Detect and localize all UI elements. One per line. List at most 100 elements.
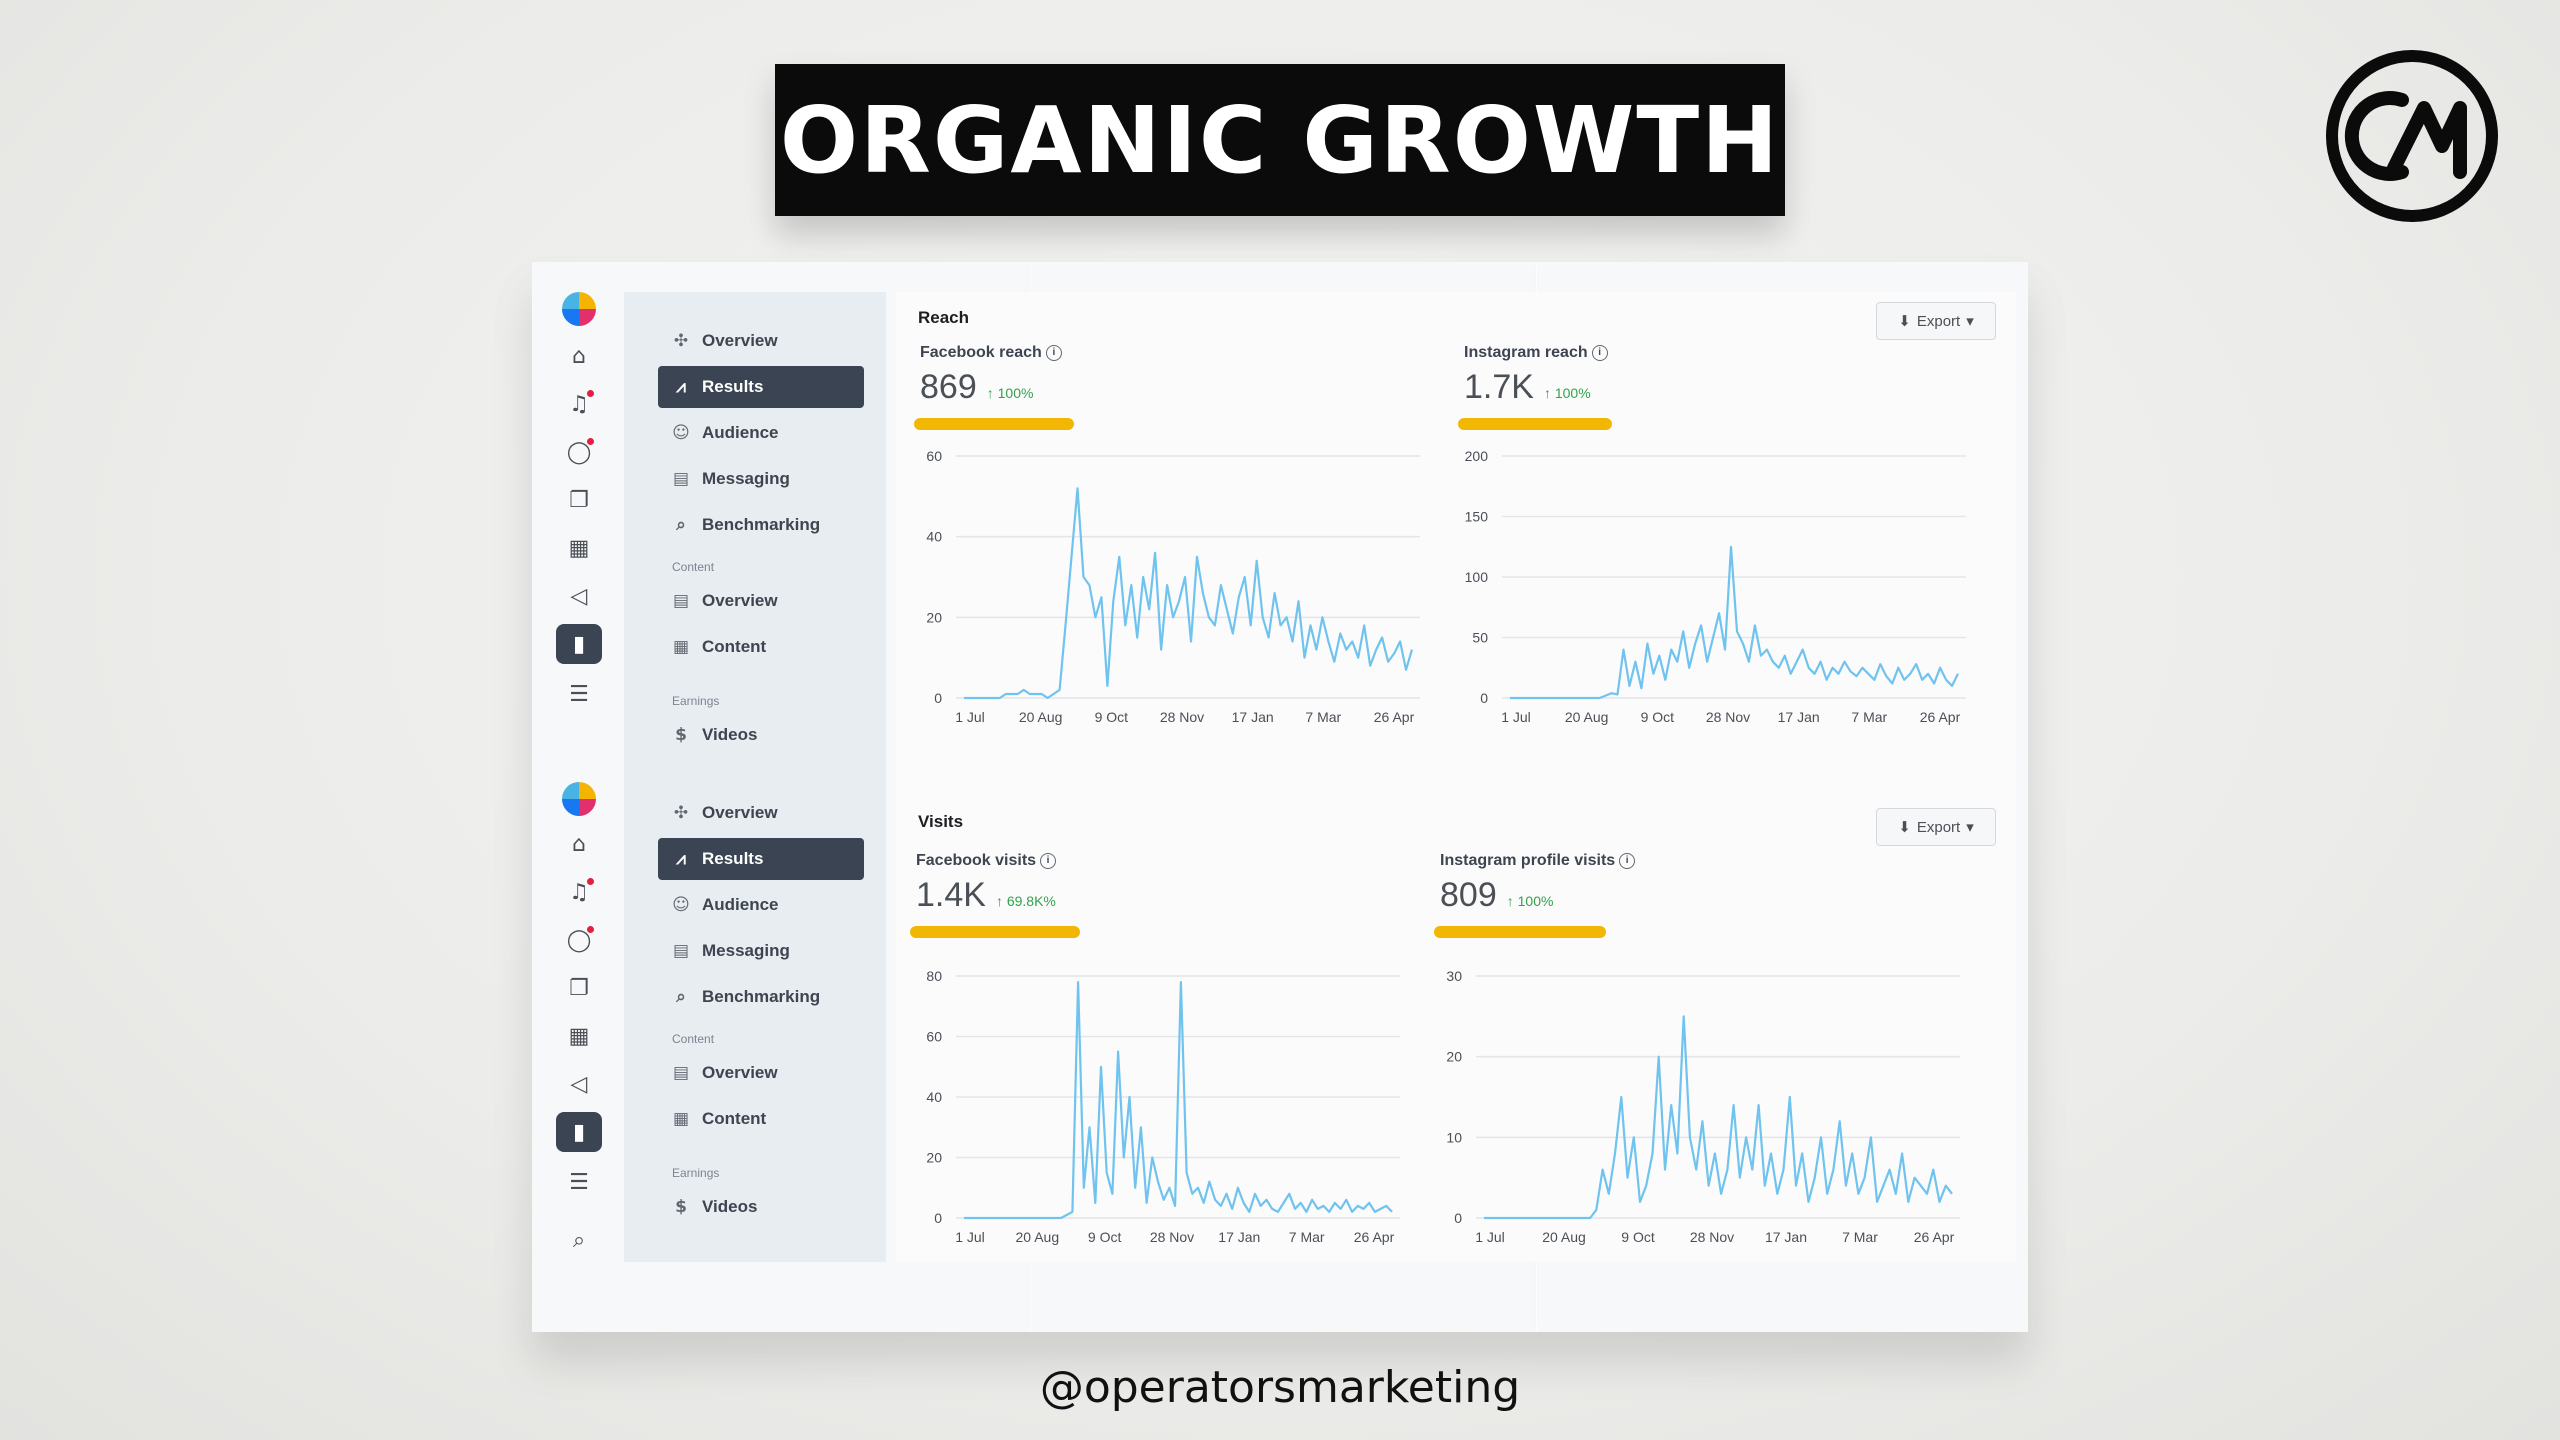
- metric-value: 809: [1440, 876, 1497, 914]
- nav-item-content[interactable]: ▦ Content: [658, 1098, 864, 1140]
- insights-screenshot: ⌂ ♫ ◯ ❐ ▦ ◁ ▮ ☰ ✣ Overview ⩘ Results ☺ Audi…: [532, 262, 2028, 1332]
- y-tick-label: 20: [926, 609, 942, 625]
- nav-item-videos[interactable]: $ Videos: [658, 1186, 864, 1228]
- dollar-icon: $: [675, 725, 687, 745]
- ads-icon[interactable]: ◁: [570, 583, 588, 609]
- highlight-underline: [914, 418, 1074, 430]
- metric-change: ↑ 100%: [1506, 893, 1554, 909]
- nav-section-earnings: Earnings: [672, 694, 720, 708]
- x-tick-label: 26 Apr: [1920, 709, 1961, 725]
- caret-down-icon: ▾: [1966, 818, 1974, 836]
- results-icon: ⩘: [676, 377, 686, 397]
- nav-item-results[interactable]: ⩘ Results: [658, 366, 864, 408]
- download-icon: ⬇: [1898, 818, 1911, 836]
- y-tick-label: 20: [926, 1150, 942, 1166]
- x-tick-label: 20 Aug: [1016, 1229, 1060, 1245]
- x-tick-label: 7 Mar: [1851, 709, 1887, 725]
- y-tick-label: 40: [926, 529, 942, 545]
- account-avatar[interactable]: [562, 292, 596, 326]
- nav-item-benchmarking[interactable]: ⌕ Benchmarking: [658, 976, 864, 1018]
- highlight-underline: [1458, 418, 1612, 430]
- y-tick-label: 20: [1446, 1049, 1462, 1065]
- metric-change: ↑ 100%: [1543, 385, 1591, 401]
- nav-item-content-overview[interactable]: ▤ Overview: [658, 580, 864, 622]
- x-tick-label: 26 Apr: [1374, 709, 1415, 725]
- panel-title: Reach: [918, 308, 970, 327]
- y-tick-label: 60: [926, 448, 942, 464]
- nav-item-messaging[interactable]: ▤ Messaging: [658, 930, 864, 972]
- x-tick-label: 28 Nov: [1160, 709, 1204, 725]
- reach-pane: ⌂ ♫ ◯ ❐ ▦ ◁ ▮ ☰ ✣ Overview ⩘ Results ☺ Audi…: [532, 292, 2028, 792]
- search-icon[interactable]: ⌕: [572, 1227, 586, 1253]
- instagram-visits-metric: Instagram profile visits i 809 ↑ 100%: [1434, 852, 1636, 938]
- nav-item-results[interactable]: ⩘ Results: [658, 838, 864, 880]
- x-tick-label: 9 Oct: [1621, 1229, 1655, 1245]
- content-table-icon: ▦: [672, 1109, 690, 1129]
- insights-nav: ✣ Overview ⩘ Results ☺ Audience ▤ Messaging …: [624, 762, 886, 1262]
- x-tick-label: 1 Jul: [955, 1229, 985, 1245]
- messages-icon[interactable]: ◯: [556, 920, 602, 960]
- metric-change: ↑ 100%: [986, 385, 1034, 401]
- nav-item-overview[interactable]: ✣ Overview: [658, 320, 864, 362]
- x-tick-label: 17 Jan: [1778, 709, 1820, 725]
- export-button[interactable]: ⬇ Export ▾: [1876, 302, 1996, 340]
- series-line: [964, 981, 1393, 1220]
- series-line: [1484, 1015, 1953, 1220]
- facebook-reach-metric: Facebook reach i 869 ↑ 100%: [914, 344, 1074, 430]
- x-tick-label: 7 Mar: [1305, 709, 1341, 725]
- export-button[interactable]: ⬇ Export ▾: [1876, 808, 1996, 846]
- nav-item-videos[interactable]: $ Videos: [658, 714, 864, 756]
- menu-icon[interactable]: ☰: [569, 1169, 589, 1195]
- info-icon[interactable]: i: [1591, 344, 1608, 361]
- x-tick-label: 17 Jan: [1765, 1229, 1807, 1245]
- x-tick-label: 28 Nov: [1690, 1229, 1734, 1245]
- y-tick-label: 100: [1465, 569, 1489, 585]
- nav-item-content[interactable]: ▦ Content: [658, 626, 864, 668]
- menu-icon[interactable]: ☰: [569, 681, 589, 707]
- ads-icon[interactable]: ◁: [570, 1071, 588, 1097]
- table-icon[interactable]: ▦: [568, 1023, 590, 1049]
- y-tick-label: 200: [1465, 448, 1489, 464]
- download-icon: ⬇: [1898, 312, 1911, 330]
- nav-item-content-overview[interactable]: ▤ Overview: [658, 1052, 864, 1094]
- x-tick-label: 20 Aug: [1542, 1229, 1586, 1245]
- x-tick-label: 9 Oct: [1088, 1229, 1122, 1245]
- nav-item-messaging[interactable]: ▤ Messaging: [658, 458, 864, 500]
- info-icon[interactable]: i: [1045, 344, 1062, 361]
- metric-value: 1.4K: [916, 876, 986, 914]
- notifications-icon[interactable]: ♫: [556, 384, 602, 424]
- pages-icon[interactable]: ❐: [569, 975, 589, 1001]
- benchmarking-icon: ⌕: [676, 987, 686, 1007]
- insights-icon[interactable]: ▮: [556, 624, 602, 664]
- insights-nav: ✣ Overview ⩘ Results ☺ Audience ▤ Messaging …: [624, 292, 886, 792]
- nav-item-audience[interactable]: ☺ Audience: [658, 884, 864, 926]
- metric-value: 1.7K: [1464, 368, 1534, 406]
- x-tick-label: 1 Jul: [1475, 1229, 1505, 1245]
- home-icon[interactable]: ⌂: [572, 343, 586, 369]
- nav-item-benchmarking[interactable]: ⌕ Benchmarking: [658, 504, 864, 546]
- nav-item-overview[interactable]: ✣ Overview: [658, 792, 864, 834]
- x-tick-label: 1 Jul: [1501, 709, 1531, 725]
- instagram-visits-chart: 0 10 20 30 1 Jul 20 Aug 9 Oct 28 Nov 17 Jan 7 Mar…: [1446, 968, 1960, 1245]
- insights-icon[interactable]: ▮: [556, 1112, 602, 1152]
- x-tick-label: 28 Nov: [1706, 709, 1750, 725]
- nav-section-content: Content: [672, 1032, 715, 1046]
- metric-value: 869: [920, 368, 977, 406]
- y-tick-label: 30: [1446, 968, 1462, 984]
- table-icon[interactable]: ▦: [568, 535, 590, 561]
- nav-item-audience[interactable]: ☺ Audience: [658, 412, 864, 454]
- messages-icon[interactable]: ◯: [556, 432, 602, 472]
- x-tick-label: 20 Aug: [1019, 709, 1063, 725]
- home-icon[interactable]: ⌂: [572, 831, 586, 857]
- info-icon[interactable]: i: [1619, 852, 1636, 869]
- notifications-icon[interactable]: ♫: [556, 872, 602, 912]
- visits-panel: Visits ⬇ Export ▾ Facebook visits i 1.4K …: [896, 762, 2016, 1262]
- y-tick-label: 40: [926, 1089, 942, 1105]
- page-title: ORGANIC GROWTH: [779, 86, 1781, 194]
- account-avatar[interactable]: [562, 782, 596, 816]
- x-tick-label: 9 Oct: [1641, 709, 1675, 725]
- info-icon[interactable]: i: [1040, 852, 1057, 869]
- pages-icon[interactable]: ❐: [569, 487, 589, 513]
- y-tick-label: 0: [1454, 1210, 1462, 1226]
- x-tick-label: 9 Oct: [1095, 709, 1129, 725]
